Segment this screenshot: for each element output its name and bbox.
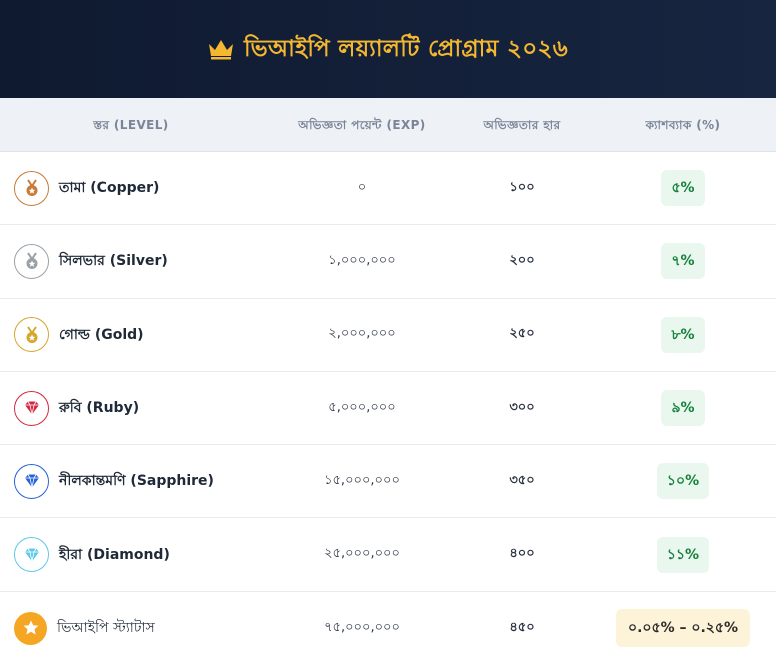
star-icon [14,611,47,645]
rate-value: ৪৫০ [509,619,535,635]
cashback-badge: ৯% [661,390,705,427]
table-row: নীলকান্তমণি (Sapphire) ১৫,০০০,০০০ ৩৫০ ১০… [0,445,776,519]
column-header-level: স্তর (LEVEL) [93,118,169,132]
tier-name: হীরা (Diamond) [59,546,170,563]
rate-value: ৩০০ [509,399,535,415]
rate-value: ২৫০ [509,326,535,342]
cashback-badge: ৫% [661,170,705,207]
tier-table-body: তামা (Copper) ০ ১০০ ৫% সিলভার (Silver) ১… [0,152,776,665]
tier-name: নীলকান্তমণি (Sapphire) [59,473,214,490]
cashback-badge: ১০% [656,463,710,500]
table-row: ভিআইপি স্ট্যাটাস ৭৫,০০০,০০০ ৪৫০ ০.০৫% – … [0,592,776,665]
exp-value: ২৫,০০০,০০০ [324,546,400,562]
exp-value: ০ [357,179,367,195]
cashback-badge: ৭% [661,243,705,280]
table-row: রুবি (Ruby) ৫,০০০,০০০ ৩০০ ৯% [0,372,776,446]
exp-value: ১,০০০,০০০ [328,252,396,268]
rate-value: ৪০০ [509,546,535,562]
page-header: ভিআইপি লয়্যালটি প্রোগ্রাম ২০২৬ [0,0,776,98]
ruby-gem-icon [14,390,49,426]
tier-name: সিলভার (Silver) [59,253,168,270]
column-header-exp: অভিজ্ঞতা পয়েন্ট (EXP) [298,118,426,132]
tier-name: গোল্ড (Gold) [59,326,144,343]
gold-medal-icon [14,317,49,353]
rate-value: ২০০ [509,252,535,268]
table-row: হীরা (Diamond) ২৫,০০০,০০০ ৪০০ ১১% [0,518,776,592]
vip-cashback-badge: ০.০৫% – ০.২৫% [615,609,751,648]
table-row: তামা (Copper) ০ ১০০ ৫% [0,152,776,226]
crown-icon [208,40,233,60]
page-title: ভিআইপি লয়্যালটি প্রোগ্রাম ২০২৬ [243,35,569,62]
column-header-cashback: ক্যাশব্যাক (%) [645,118,721,132]
tier-name: তামা (Copper) [59,180,160,197]
tier-name: রুবি (Ruby) [59,400,140,417]
cashback-badge: ৮% [661,316,705,353]
copper-medal-icon [14,170,49,206]
table-row: সিলভার (Silver) ১,০০০,০০০ ২০০ ৭% [0,225,776,299]
exp-value: ১৫,০০০,০০০ [324,472,400,488]
rate-value: ৩৫০ [509,472,535,488]
column-header-rate: অভিজ্ঞতার হার [483,118,561,132]
sapphire-gem-icon [14,463,49,499]
table-row: গোল্ড (Gold) ২,০০০,০০০ ২৫০ ৮% [0,299,776,372]
exp-value: ৭৫,০০০,০০০ [324,619,400,635]
exp-value: ২,০০০,০০০ [328,326,396,342]
table-header: স্তর (LEVEL) অভিজ্ঞতা পয়েন্ট (EXP) অভিজ… [0,98,776,152]
diamond-gem-icon [14,537,49,573]
cashback-badge: ১১% [656,536,710,573]
rate-value: ১০০ [509,179,535,195]
silver-medal-icon [14,243,49,279]
exp-value: ৫,০০০,০০০ [328,399,396,415]
tier-name: ভিআইপি স্ট্যাটাস [57,620,155,637]
